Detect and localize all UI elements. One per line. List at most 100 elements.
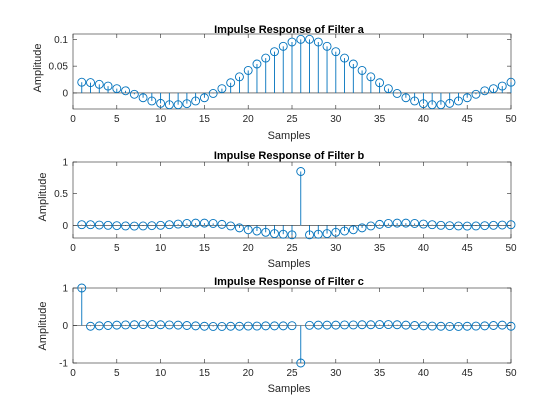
stem-marker: [173, 219, 183, 229]
stem-marker: [313, 320, 323, 330]
y-tick-label: 0.1: [54, 35, 68, 46]
stem-marker: [340, 53, 350, 63]
stem-marker: [252, 321, 262, 331]
stem-marker: [366, 320, 376, 330]
stem-marker: [357, 223, 367, 233]
stem-marker: [208, 321, 218, 331]
stem-marker: [489, 84, 498, 94]
stem-marker: [305, 230, 314, 240]
stem-marker: [261, 321, 271, 331]
stem-marker: [445, 221, 455, 231]
stem-marker: [138, 93, 148, 103]
stem-marker: [138, 221, 148, 231]
stem-marker: [252, 59, 262, 69]
stem-marker: [305, 320, 314, 330]
subplot-filter-c: Impulse Response of Filter c Amplitude S…: [37, 276, 517, 395]
stem-marker: [322, 320, 332, 330]
stem-marker: [234, 223, 244, 233]
stem-marker: [156, 220, 166, 230]
x-tick-label: 50: [505, 114, 517, 125]
stem-marker: [208, 218, 218, 228]
stem-marker: [445, 98, 455, 108]
stem-marker: [305, 34, 314, 44]
stem-marker: [418, 219, 428, 229]
stem-marker: [147, 96, 157, 106]
stem-marker: [103, 321, 113, 330]
stem-marker: [199, 93, 209, 103]
stem-marker: [410, 321, 420, 330]
stem-marker: [226, 221, 236, 231]
stem-marker: [375, 320, 385, 330]
stem-marker: [278, 321, 288, 331]
y-tick-label: 1: [62, 284, 68, 295]
stem-marker: [226, 78, 236, 88]
stem-marker: [217, 84, 227, 94]
stem-marker: [375, 219, 385, 229]
stem-marker: [191, 218, 201, 228]
stem-marker: [208, 89, 218, 98]
chart-title: Impulse Response of Filter c: [214, 276, 364, 288]
stem-marker: [453, 96, 463, 106]
x-tick-label: 0: [70, 243, 76, 254]
x-tick-label: 45: [462, 368, 474, 379]
stem-marker: [392, 218, 402, 228]
stem-marker: [182, 99, 192, 109]
subplot-filter-b: Impulse Response of Filter b Amplitude S…: [37, 150, 517, 270]
stem-marker: [471, 221, 481, 231]
stem-marker: [462, 221, 472, 231]
chart-title: Impulse Response of Filter b: [214, 150, 365, 162]
x-tick-label: 20: [243, 114, 255, 125]
stem-marker: [164, 100, 174, 110]
chart-title: Impulse Response of Filter a: [214, 24, 365, 36]
x-axis-label: Samples: [268, 258, 311, 270]
stem-marker: [410, 218, 420, 228]
stem-marker: [112, 320, 122, 330]
x-tick-label: 35: [374, 114, 386, 125]
stem-marker: [164, 220, 174, 230]
stem-marker: [86, 220, 95, 230]
stem-marker: [173, 100, 183, 110]
stem-marker: [156, 320, 166, 330]
stem-marker: [199, 321, 209, 331]
stem-marker: [296, 167, 306, 176]
stem-marker: [471, 321, 481, 331]
stem-marker: [112, 221, 122, 231]
stem-marker: [103, 81, 113, 91]
stem-marker: [348, 320, 358, 330]
stem-marker: [366, 72, 376, 82]
stem-marker: [497, 81, 507, 91]
y-axis-label: Amplitude: [37, 173, 49, 222]
x-tick-label: 20: [243, 243, 255, 254]
x-tick-label: 35: [374, 368, 386, 379]
stem-marker: [375, 78, 385, 88]
stem-marker: [77, 283, 87, 293]
stem-marker: [77, 220, 87, 230]
stem-marker: [217, 321, 227, 331]
stem-marker: [243, 321, 253, 331]
x-tick-label: 15: [199, 368, 211, 379]
y-axis-label: Amplitude: [32, 44, 44, 93]
stem-marker: [480, 86, 490, 96]
stem-marker: [112, 84, 122, 94]
stem-marker: [506, 77, 516, 87]
stem-marker: [462, 321, 472, 331]
stem-marker: [243, 225, 253, 235]
x-tick-label: 5: [114, 243, 120, 254]
stem-marker: [147, 221, 157, 231]
stem-marker: [94, 220, 104, 230]
stem-marker: [322, 229, 332, 239]
stem-marker: [313, 229, 323, 239]
x-tick-label: 40: [418, 243, 430, 254]
stem-marker: [191, 321, 201, 331]
stem-marker: [348, 225, 358, 235]
stem-marker: [138, 320, 148, 330]
x-tick-label: 35: [374, 243, 386, 254]
stem-marker: [243, 65, 253, 75]
stem-marker: [191, 96, 201, 106]
stem-marker: [366, 221, 376, 231]
x-tick-label: 45: [462, 114, 474, 125]
stem-marker: [278, 229, 288, 239]
stem-marker: [86, 78, 95, 88]
y-tick-label: 0: [62, 88, 68, 99]
